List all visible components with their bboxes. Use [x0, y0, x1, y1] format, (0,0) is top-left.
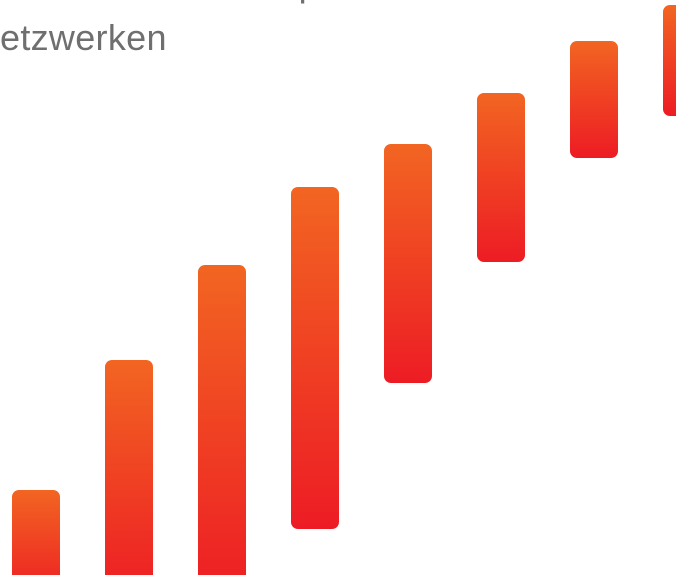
bar-3: [198, 265, 246, 575]
bar-8: [663, 5, 676, 116]
bar-1: [12, 490, 60, 575]
bar-7: [570, 41, 618, 158]
bar-5: [384, 144, 432, 383]
headline-line-2: etzwerken: [0, 17, 167, 58]
headline-line-1: Unternehmenskooperationen in: [0, 0, 511, 12]
bar-2: [105, 360, 153, 575]
bar-4: [291, 187, 339, 529]
headline-text: Unternehmenskooperationen in etzwerken: [0, 0, 560, 70]
bar-6: [477, 93, 525, 262]
